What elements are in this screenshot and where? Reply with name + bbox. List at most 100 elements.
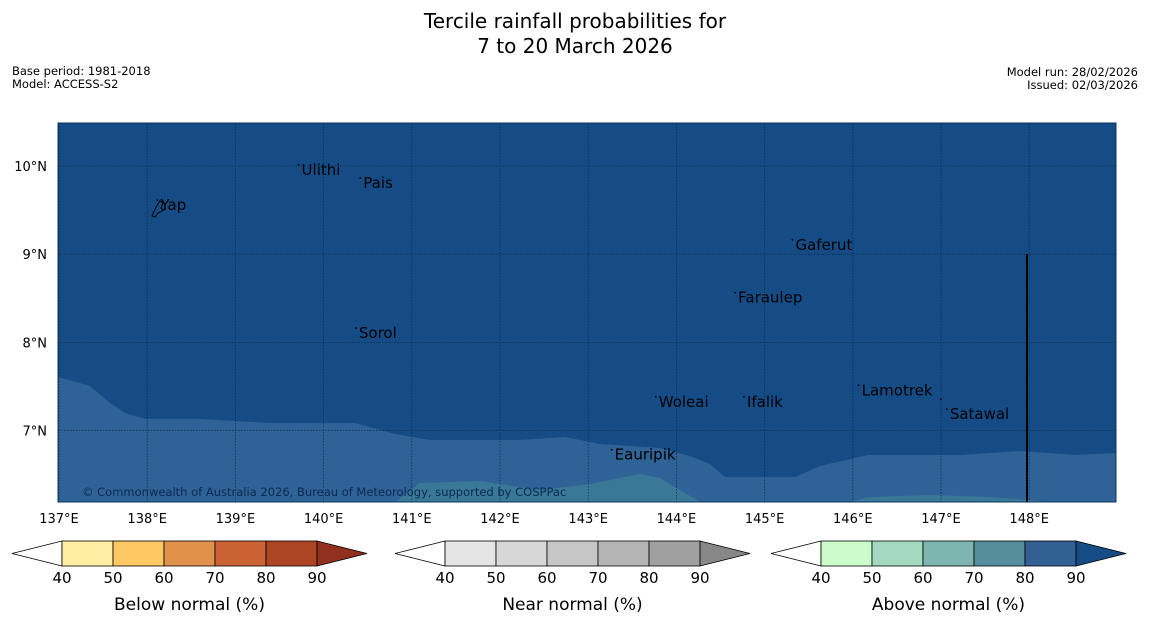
place-marker	[945, 408, 948, 411]
colorbar-tick-label: 50	[862, 569, 881, 587]
lon-tick-label: 143°E	[568, 512, 608, 527]
info-right: Model run: 28/02/2026 Issued: 02/03/2026	[1007, 66, 1138, 92]
lon-tick-label: 140°E	[304, 512, 344, 527]
lon-tick-label: 141°E	[392, 512, 432, 527]
colorbar-segment	[163, 540, 216, 567]
yap-island-outline	[151, 200, 165, 218]
place-label: Faraulep	[738, 289, 802, 307]
colorbar-tick-label: 60	[913, 569, 932, 587]
above-60-70-region	[850, 495, 1050, 502]
model-run-text: Model run: 28/02/2026	[1006, 65, 1138, 79]
place-label: Gaferut	[795, 236, 852, 254]
lon-tick-label: 139°E	[216, 512, 256, 527]
colorbar-tick-label: 70	[205, 569, 224, 587]
place-label: Ifalik	[747, 393, 783, 411]
place-marker	[297, 163, 300, 166]
colorbar-tick-label: 40	[435, 569, 454, 587]
place-marker	[654, 395, 657, 398]
colorbar-segment	[265, 540, 318, 567]
colorbar-extend-high	[699, 540, 751, 567]
place-label: Satawal	[950, 405, 1009, 423]
colorbar-above: 40 50 60 70 80 90 Above normal (%)	[770, 540, 1127, 615]
colorbar-tick-label: 80	[256, 569, 275, 587]
place-marker	[359, 177, 362, 179]
model-text: Model: ACCESS-S2	[12, 77, 119, 91]
colorbar-segment	[61, 540, 114, 567]
colorbar-segment	[922, 540, 975, 567]
colorbar-tick-label: 40	[52, 569, 71, 587]
colorbar-extend-low	[770, 540, 822, 567]
place-marker	[610, 448, 613, 451]
colorbar-segment	[820, 540, 873, 567]
map-title: Tercile rainfall probabilities for 7 to …	[0, 9, 1150, 59]
colorbar-tick-label: 90	[1066, 569, 1085, 587]
colorbar-label: Near normal (%)	[502, 595, 642, 615]
lon-tick-label: 146°E	[833, 512, 873, 527]
colorbar-tick-label: 60	[537, 569, 556, 587]
colorbar-segment	[495, 540, 548, 567]
place-marker	[791, 238, 794, 241]
map-area[interactable]: Ulithi Pais Yap Gaferut Faraulep Sorol Lamotre…	[58, 123, 1116, 502]
colorbar-label: Below normal (%)	[114, 595, 265, 615]
colorbar-tick-label: 80	[1015, 569, 1034, 587]
base-period-text: Base period: 1981-2018	[12, 64, 151, 78]
issued-text: Issued: 02/03/2026	[1027, 78, 1138, 92]
place-marker	[354, 327, 357, 329]
lon-tick-label: 137°E	[39, 512, 79, 527]
colorbar-label: Above normal (%)	[872, 595, 1025, 615]
colorbar-tick-label: 90	[690, 569, 709, 587]
colorbar-tick-label: 70	[964, 569, 983, 587]
above-60-70-region	[395, 474, 700, 502]
lat-tick-label: 9°N	[23, 248, 48, 263]
colorbar-tick-label: 80	[639, 569, 658, 587]
place-label: Ulithi	[302, 161, 341, 179]
colorbar-extend-high	[316, 540, 368, 567]
colorbar-extend-low	[11, 540, 63, 567]
lat-tick-label: 10°N	[14, 160, 47, 175]
colorbar-extend-high	[1075, 540, 1127, 567]
map-frame	[57, 122, 1117, 503]
colorbar-tick-label: 40	[811, 569, 830, 587]
colorbar-segment	[112, 540, 165, 567]
place-label: Yap	[159, 196, 186, 214]
colorbar-tick-label: 60	[154, 569, 173, 587]
lon-tick-label: 147°E	[921, 512, 961, 527]
lat-tick-label: 7°N	[23, 425, 48, 440]
place-marker	[156, 199, 159, 202]
colorbar-tick-label: 50	[103, 569, 122, 587]
place-label: Eauripik	[615, 446, 676, 464]
above-70-80-region	[58, 377, 1116, 502]
lon-tick-label: 142°E	[480, 512, 520, 527]
lon-tick-label: 148°E	[1009, 512, 1049, 527]
info-left: Base period: 1981-2018 Model: ACCESS-S2	[12, 65, 151, 91]
place-marker	[743, 395, 745, 398]
lon-tick-label: 145°E	[745, 512, 785, 527]
colorbar-below: 40 50 60 70 80 90 Below normal (%)	[11, 540, 368, 615]
place-marker	[940, 398, 942, 400]
copyright-text: © Commonwealth of Australia 2026, Bureau…	[82, 485, 566, 499]
colorbar-tick-label: 70	[588, 569, 607, 587]
title-line-2: 7 to 20 March 2026	[477, 34, 673, 58]
place-label: Lamotrek	[862, 381, 933, 399]
place-label: Pais	[363, 174, 393, 192]
colorbar-segment	[214, 540, 267, 567]
colorbar-extend-low	[394, 540, 446, 567]
colorbar-near: 40 50 60 70 80 90 Near normal (%)	[394, 540, 751, 615]
lon-tick-label: 138°E	[127, 512, 167, 527]
colorbar-segment	[597, 540, 650, 567]
colorbar-segment	[648, 540, 701, 567]
colorbar-segment	[1024, 540, 1077, 567]
place-label: Sorol	[359, 324, 397, 342]
colorbar-segment	[973, 540, 1026, 567]
lon-tick-label: 144°E	[657, 512, 697, 527]
title-line-1: Tercile rainfall probabilities for	[423, 9, 727, 33]
place-marker	[734, 291, 737, 294]
place-marker	[857, 384, 860, 387]
colorbar-segment	[444, 540, 497, 567]
place-label: Woleai	[659, 393, 709, 411]
colorbar-segment	[546, 540, 599, 567]
colorbar-tick-label: 90	[307, 569, 326, 587]
colorbar-tick-label: 50	[486, 569, 505, 587]
lat-tick-label: 8°N	[23, 336, 48, 351]
